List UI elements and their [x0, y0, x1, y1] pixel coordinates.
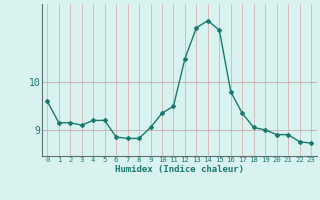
X-axis label: Humidex (Indice chaleur): Humidex (Indice chaleur) [115, 165, 244, 174]
